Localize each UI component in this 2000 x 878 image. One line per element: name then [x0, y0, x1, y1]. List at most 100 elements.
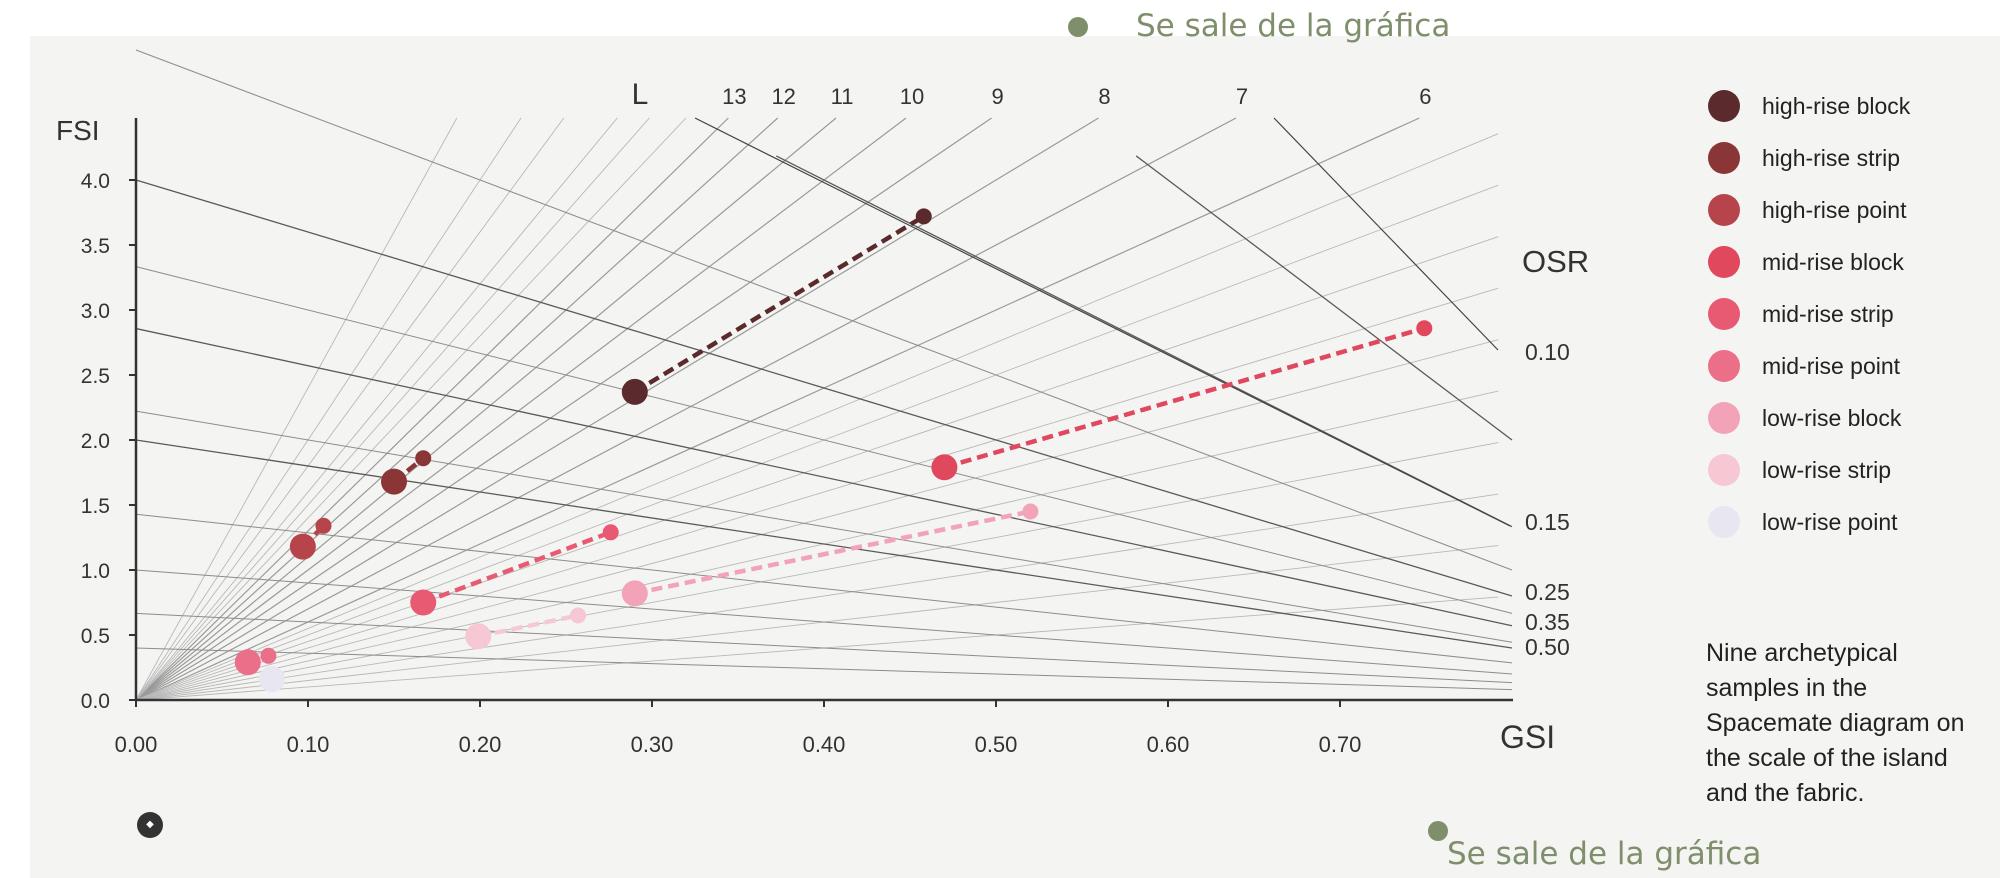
- l-axis-label: L: [632, 78, 649, 111]
- legend-item: low-rise block: [1700, 392, 2000, 444]
- data-point-low-rise-strip: [570, 607, 587, 624]
- series-line-mid-rise-block: [943, 326, 1425, 470]
- l-line-minor: [135, 236, 1499, 701]
- l-line-8: [135, 117, 1099, 701]
- x-tick-label: 0.40: [803, 732, 846, 757]
- bottom-note: Se sale de la gráfica: [1447, 836, 1762, 872]
- osr-label-0.50: 0.50: [1525, 634, 1570, 660]
- l-line-label-8: 8: [1098, 84, 1110, 109]
- x-tick-label: 0.20: [459, 732, 502, 757]
- data-point-high-rise-strip: [381, 468, 407, 495]
- legend-label: mid-rise strip: [1762, 300, 1894, 327]
- data-point-mid-rise-point: [234, 649, 261, 676]
- y-tick-label: 2.0: [81, 430, 110, 453]
- legend-label: mid-rise point: [1762, 352, 1901, 379]
- l-line-12: [135, 117, 779, 701]
- osr-label-0.35: 0.35: [1525, 609, 1570, 635]
- data-point-low-rise-point: [258, 666, 285, 693]
- l-line-6-extension: [1273, 117, 1499, 351]
- legend-item: low-rise strip: [1700, 444, 2000, 496]
- y-tick-label: 1.5: [81, 495, 110, 518]
- x-tick-label: 0.70: [1319, 732, 1362, 757]
- legend-label: mid-rise block: [1762, 248, 1904, 275]
- osr-line-0.10: [1135, 155, 1513, 441]
- osr-line-minor: [135, 612, 1513, 684]
- l-line-minor: [135, 133, 1499, 701]
- data-point-mid-rise-point: [260, 647, 277, 664]
- data-point-mid-rise-block: [931, 454, 958, 481]
- data-point-mid-rise-strip: [602, 524, 619, 541]
- y-tick-label: 1.0: [81, 560, 110, 583]
- y-tick-label: 4.0: [81, 170, 110, 193]
- legend-item: mid-rise point: [1700, 340, 2000, 392]
- l-line-label-13: 13: [722, 84, 746, 109]
- y-tick-label: 3.0: [81, 300, 110, 323]
- legend-item: mid-rise strip: [1700, 288, 2000, 340]
- osr-line-minor: [135, 647, 1513, 691]
- data-point-high-rise-strip: [415, 450, 432, 467]
- osr-line-0.50: [135, 439, 1513, 649]
- top-note: Se sale de la gráfica: [1136, 8, 1451, 44]
- osr-line-minor: [135, 513, 1513, 664]
- l-line-minor: [135, 596, 1499, 701]
- legend-swatch: [1708, 246, 1740, 278]
- l-line-13: [135, 117, 729, 701]
- x-tick-label: 0.10: [287, 732, 330, 757]
- l-line-minor: [135, 390, 1499, 701]
- legend-label: low-rise strip: [1762, 456, 1892, 483]
- osr-line-0.25: [135, 179, 1513, 597]
- l-line-9: [135, 117, 992, 701]
- top-note-dot: [1068, 17, 1088, 37]
- l-line-minor: [135, 117, 650, 701]
- page-background: [30, 36, 2000, 878]
- y-tick-label: 0.0: [81, 690, 110, 713]
- legend-label: high-rise point: [1762, 196, 1907, 223]
- bottom-note-dot: [1428, 821, 1448, 841]
- data-point-low-rise-block: [621, 580, 648, 607]
- legend-swatch: [1708, 194, 1740, 226]
- legend-item: mid-rise block: [1700, 236, 2000, 288]
- data-point-high-rise-block: [621, 378, 648, 405]
- l-line-10: [135, 117, 907, 701]
- y-tick-label: 3.5: [81, 235, 110, 258]
- data-point-mid-rise-block: [1416, 320, 1433, 337]
- osr-label-0.25: 0.25: [1525, 579, 1570, 605]
- l-line-label-7: 7: [1236, 84, 1248, 109]
- l-line-label-6: 6: [1419, 84, 1431, 109]
- legend-swatch: [1708, 454, 1740, 486]
- page-number-badge: ◆: [137, 812, 163, 838]
- x-tick-label: 0.50: [975, 732, 1018, 757]
- legend-swatch: [1708, 142, 1740, 174]
- l-line-label-11: 11: [831, 84, 854, 109]
- osr-line-minor: [135, 49, 1513, 571]
- l-line-13-extension: [694, 117, 1511, 527]
- legend-item: low-rise point: [1700, 496, 2000, 548]
- legend-label: high-rise block: [1762, 92, 1911, 119]
- legend-item: high-rise block: [1700, 80, 2000, 132]
- osr-label-0.10: 0.10: [1525, 339, 1570, 365]
- l-line-minor: [135, 493, 1499, 701]
- l-line-minor: [135, 117, 458, 701]
- legend-label: low-rise point: [1762, 508, 1898, 535]
- data-point-high-rise-point: [315, 517, 332, 534]
- data-point-mid-rise-strip: [410, 589, 437, 616]
- l-line-label-9: 9: [991, 84, 1003, 109]
- l-line-minor: [135, 117, 618, 701]
- osr-line-0.35: [135, 327, 1513, 627]
- l-line-6: [135, 117, 1420, 701]
- l-line-minor: [135, 184, 1499, 701]
- l-line-minor: [135, 117, 565, 701]
- osr-line-minor: [135, 410, 1513, 643]
- legend-swatch: [1708, 402, 1740, 434]
- legend: high-rise block high-rise strip high-rise …: [1700, 80, 2000, 548]
- y-axis-label: FSI: [56, 115, 100, 146]
- series-line-mid-rise-strip: [422, 530, 612, 605]
- l-line-minor: [135, 339, 1499, 701]
- legend-label: high-rise strip: [1762, 144, 1901, 171]
- l-line-minor: [135, 117, 687, 701]
- y-tick-label: 2.5: [81, 365, 110, 388]
- y-tick-label: 0.5: [81, 625, 110, 648]
- x-tick-label: 0.60: [1147, 732, 1190, 757]
- l-line-7: [135, 117, 1237, 701]
- legend-swatch: [1708, 90, 1740, 122]
